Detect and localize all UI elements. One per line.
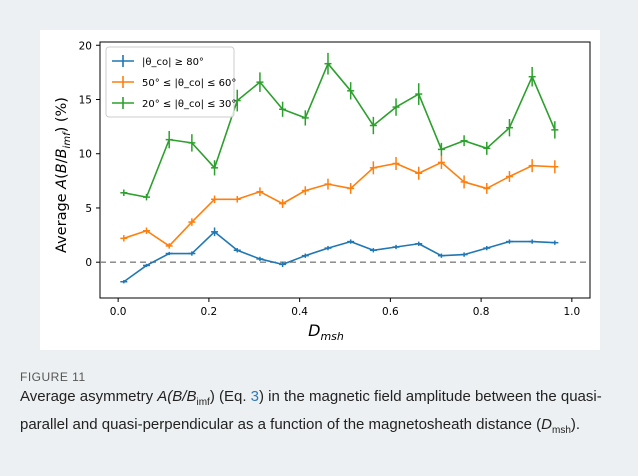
legend-label: 50° ≤ |θ_co| ≤ 60° — [142, 78, 236, 89]
caption-math-sub: imf — [196, 397, 210, 408]
caption-text: ) in the magnetic field amplitude betwee… — [20, 388, 602, 433]
equation-reference-link[interactable]: 3 — [250, 388, 259, 405]
y-tick-label: 5 — [85, 203, 92, 215]
caption-math: D — [541, 416, 553, 433]
chart-svg: 0.0 0.2 0.4 0.6 0.8 1.0 0 5 10 15 20 |θ_co| ≥ 80° 5… — [40, 30, 600, 350]
figure-label: FIGURE 11 — [20, 370, 86, 384]
series-line — [123, 231, 555, 283]
figure-caption: Average asymmetry A(B/Bimf) (Eq. 3) in t… — [20, 386, 620, 442]
caption-text: ). — [570, 416, 581, 433]
series-1 — [120, 227, 559, 284]
caption-text: Average asymmetry — [20, 388, 158, 405]
legend-box — [105, 46, 235, 118]
series-2 — [120, 155, 559, 249]
caption-math-sub: msh — [552, 425, 571, 436]
y-tick-label: 20 — [79, 40, 92, 52]
series-group — [120, 52, 559, 284]
y-tick-label: 10 — [79, 149, 92, 161]
legend: |θ_co| ≥ 80° 50° ≤ |θ_co| ≤ 60° 20° ≤ |θ_c… — [105, 46, 236, 118]
y-tick-label: 15 — [79, 94, 92, 106]
x-tick-label: 0.6 — [382, 306, 399, 318]
axes: 0.0 0.2 0.4 0.6 0.8 1.0 0 5 10 15 20 — [79, 40, 591, 318]
caption-text: ) (Eq. — [209, 388, 251, 405]
series-line — [123, 62, 556, 198]
x-tick-label: 0.0 — [110, 306, 127, 318]
x-tick-label: 1.0 — [564, 306, 581, 318]
legend-label: |θ_co| ≥ 80° — [142, 57, 204, 68]
series-3 — [120, 52, 559, 201]
x-axis-label: Dmsh — [308, 321, 344, 343]
x-tick-label: 0.8 — [473, 306, 490, 318]
plot-frame — [99, 41, 591, 299]
x-tick-label: 0.4 — [291, 306, 308, 318]
y-tick-label: 0 — [85, 257, 92, 269]
chart: 0.0 0.2 0.4 0.6 0.8 1.0 0 5 10 15 20 |θ_co| ≥ 80° 5… — [40, 30, 600, 350]
x-tick-label: 0.2 — [201, 306, 218, 318]
legend-label: 20° ≤ |θ_co| ≤ 30° — [142, 99, 236, 110]
caption-math: A(B/B — [157, 388, 197, 405]
series-line — [123, 161, 555, 247]
